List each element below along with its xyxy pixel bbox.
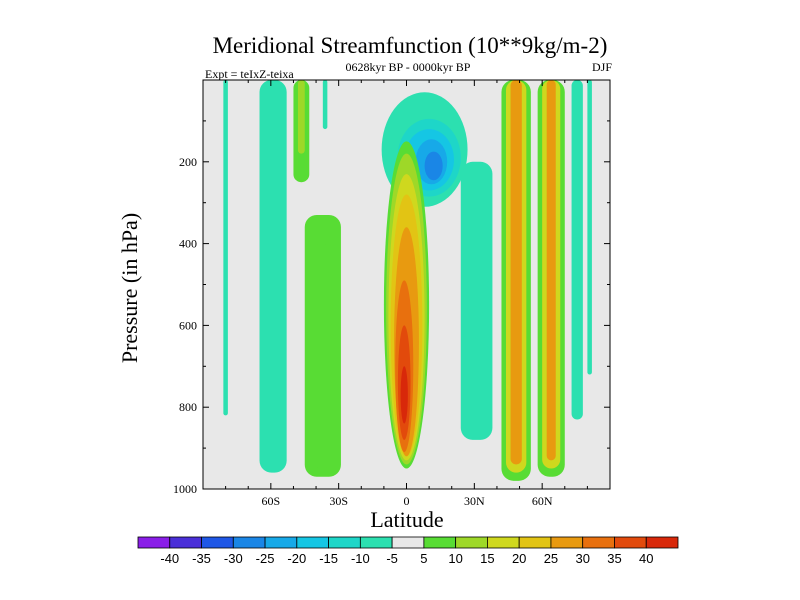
colorbar-label: 20 xyxy=(512,551,526,566)
band-nh-subtrop-inner xyxy=(469,186,484,424)
upper-cell-25 xyxy=(424,151,443,181)
colorbar-swatch xyxy=(201,536,234,549)
band-nh-subpolar-25 xyxy=(546,80,556,461)
colorbar-swatch xyxy=(137,536,171,549)
colorbar-label: -20 xyxy=(287,551,306,566)
x-tick-label: 30S xyxy=(329,494,348,508)
y-axis-label: Pressure (in hPa) xyxy=(117,213,142,363)
colorbar-swatch xyxy=(264,536,298,549)
experiment-label: Expt = teIxZ-teixa xyxy=(205,67,294,81)
colorbar-swatch xyxy=(169,536,202,549)
colorbar-swatch xyxy=(423,536,457,549)
x-axis-label: Latitude xyxy=(370,507,443,532)
colorbar-label: -25 xyxy=(256,551,275,566)
band-nh-highlat-b xyxy=(587,80,592,375)
colorbar-swatch xyxy=(645,536,679,549)
colorbar-swatch xyxy=(550,536,584,549)
colorbar-swatch xyxy=(391,536,425,549)
colorbar-label: 35 xyxy=(607,551,621,566)
colorbar-swatch xyxy=(296,536,329,549)
colorbar-swatch xyxy=(359,536,393,549)
season-label: DJF xyxy=(592,60,612,74)
x-tick-label: 30N xyxy=(464,494,485,508)
band-sh-highlat-inner xyxy=(270,92,278,465)
band-nh-midlat-25 xyxy=(510,80,522,465)
colorbar-swatch xyxy=(582,536,615,549)
colorbar-label: -5 xyxy=(386,551,398,566)
colorbar-label: -30 xyxy=(224,551,243,566)
hadley-core-40 xyxy=(400,366,408,424)
chart-title: Meridional Streamfunction (10**9kg/m-2) xyxy=(213,33,608,58)
band-sh-midlat-inner xyxy=(311,243,332,469)
colorbar-swatch xyxy=(455,536,488,549)
band-sh-far xyxy=(223,80,228,416)
colorbar-label: -10 xyxy=(351,551,370,566)
colorbar-label: 30 xyxy=(575,551,589,566)
colorbar-swatch xyxy=(328,536,361,549)
y-tick-label: 600 xyxy=(179,318,197,332)
colorbar-swatch xyxy=(487,536,520,549)
colorbar-label: 5 xyxy=(420,551,427,566)
colorbar-label: -40 xyxy=(160,551,179,566)
axes: 60S 30S 0 30N 60N 200 400 600 800 1000 xyxy=(173,79,611,508)
x-tick-label: 60S xyxy=(261,494,280,508)
colorbar-label: -35 xyxy=(192,551,211,566)
plot-area xyxy=(203,80,610,489)
colorbar: -40 -35 -30 -25 -20 -15 -10 -5 5 10 15 20 25 30 35 40 xyxy=(137,536,679,566)
period-label: 0628kyr BP - 0000kyr BP xyxy=(346,60,471,74)
colorbar-label: -15 xyxy=(319,551,338,566)
y-tick-label: 200 xyxy=(179,155,197,169)
colorbar-label: 40 xyxy=(639,551,653,566)
y-tick-label: 400 xyxy=(179,237,197,251)
band-sh-upper-c xyxy=(322,80,328,130)
x-tick-label: 0 xyxy=(404,494,410,508)
y-tick-label: 800 xyxy=(179,400,197,414)
x-tick-label: 60N xyxy=(532,494,553,508)
band-nh-highlat-a xyxy=(571,80,583,420)
y-tick-label: 1000 xyxy=(173,482,197,496)
colorbar-swatch xyxy=(518,536,552,549)
colorbar-swatch xyxy=(232,536,266,549)
band-sh-upper-b xyxy=(297,80,305,154)
colorbar-label: 10 xyxy=(448,551,462,566)
colorbar-swatch xyxy=(614,536,647,549)
colorbar-label: 25 xyxy=(544,551,558,566)
colorbar-label: 15 xyxy=(480,551,494,566)
